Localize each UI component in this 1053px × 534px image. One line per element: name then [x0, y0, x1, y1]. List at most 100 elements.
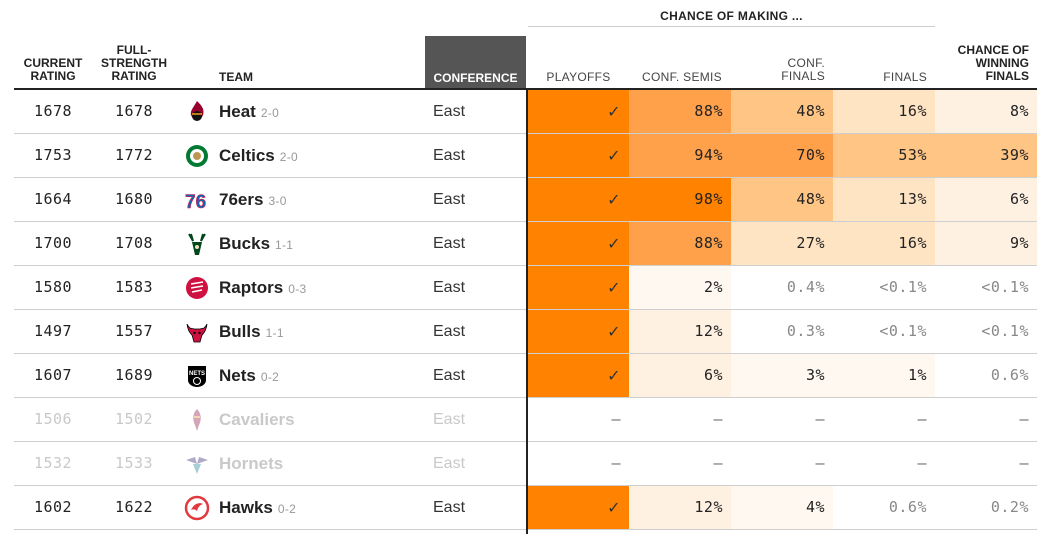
finals-chance: —: [917, 410, 927, 428]
conference-header-bg: [425, 36, 526, 89]
win-finals-chance: 0.6%: [990, 366, 1029, 384]
current-rating: 1532: [33, 454, 73, 472]
team-name-cell[interactable]: Bucks 1-1: [219, 222, 429, 265]
check-icon: ✓: [607, 146, 621, 165]
full-strength-rating: 1583: [114, 278, 154, 296]
conf-finals-header[interactable]: CONF. FINALS: [731, 57, 825, 83]
team-name: Cavaliers: [219, 410, 295, 429]
check-icon: ✓: [607, 278, 621, 297]
current-rating: 1580: [33, 278, 73, 296]
finals-chance: 0.6%: [888, 498, 927, 516]
conf-semis-chance: 94%: [629, 134, 731, 177]
team-record: 3-0: [268, 194, 287, 208]
svg-text:76: 76: [185, 192, 206, 212]
team-name-cell[interactable]: Nets 0-2: [219, 354, 429, 397]
table-row: 1753 1772 Celtics 2-0 East ✓ 94% 70% 53% …: [14, 134, 1037, 178]
conference: East: [433, 103, 466, 120]
finals-chance: 53%: [833, 134, 935, 177]
conference: East: [433, 147, 466, 164]
raptors-logo: [184, 266, 210, 309]
team-name-cell[interactable]: Hornets: [219, 442, 429, 485]
check-icon: ✓: [607, 234, 621, 253]
full-strength-rating: 1533: [114, 454, 154, 472]
conf-finals-chance: 4%: [731, 486, 833, 529]
conference: East: [433, 191, 466, 208]
celtics-logo: [184, 134, 210, 177]
team-name-cell[interactable]: Cavaliers: [219, 398, 429, 441]
heat-logo: [184, 90, 210, 133]
win-finals-chance: 6%: [935, 178, 1037, 221]
svg-text:NETS: NETS: [189, 371, 205, 377]
full-strength-rating: 1502: [114, 410, 154, 428]
team-name-cell[interactable]: Hawks 0-2: [219, 486, 429, 529]
full-strength-rating: 1689: [114, 366, 154, 384]
playoffs-chance: —: [611, 410, 621, 428]
team-name-cell[interactable]: Celtics 2-0: [219, 134, 429, 177]
win-finals-chance: —: [1019, 410, 1029, 428]
team-header[interactable]: TEAM: [219, 70, 253, 84]
playoffs-chance: ✓: [528, 134, 629, 177]
full-strength-rating-header[interactable]: FULL- STRENGTH RATING: [92, 44, 176, 83]
team-record: 0-2: [277, 502, 297, 516]
check-icon: ✓: [607, 366, 621, 385]
full-strength-rating: 1622: [114, 498, 154, 516]
team-name: Bucks: [219, 234, 271, 253]
finals-chance: <0.1%: [879, 322, 927, 340]
conf-finals-chance: —: [815, 454, 825, 472]
team-name-cell[interactable]: Bulls 1-1: [219, 310, 429, 353]
conference: East: [433, 367, 466, 384]
team-name-cell[interactable]: 76ers 3-0: [219, 178, 429, 221]
current-rating: 1664: [33, 190, 73, 208]
full-strength-rating: 1680: [114, 190, 154, 208]
header-rule: [14, 88, 1037, 90]
conf-semis-chance: 88%: [629, 90, 731, 133]
header-line: FINALS: [985, 69, 1029, 83]
playoffs-chance: ✓: [528, 310, 629, 353]
playoffs-header[interactable]: PLAYOFFS: [546, 70, 611, 84]
table-row: 1678 1678 Heat 2-0 East ✓ 88% 48% 16% 8%: [14, 90, 1037, 134]
header-line: RATING: [111, 69, 157, 83]
conference-header[interactable]: CONFERENCE: [433, 71, 518, 85]
win-finals-chance: 0.2%: [990, 498, 1029, 516]
conf-finals-chance: 0.3%: [786, 322, 825, 340]
conf-finals-chance: 48%: [731, 178, 833, 221]
conference: East: [433, 455, 466, 472]
full-strength-rating: 1557: [114, 322, 154, 340]
current-rating: 1497: [33, 322, 73, 340]
current-rating: 1506: [33, 410, 73, 428]
team-record: 1-1: [265, 326, 284, 340]
playoffs-chance: ✓: [528, 354, 629, 397]
team-record: 2-0: [279, 150, 298, 164]
conf-finals-chance: 48%: [731, 90, 833, 133]
finals-chance: 16%: [833, 90, 935, 133]
team-name: Raptors: [219, 278, 284, 297]
table-row: 1664 1680 76 76 76ers 3-0 East ✓ 98% 48% 1…: [14, 178, 1037, 222]
team-record: 0-2: [260, 370, 280, 384]
team-name: Nets: [219, 366, 256, 385]
team-name: Hornets: [219, 454, 284, 473]
current-rating: 1607: [33, 366, 73, 384]
table-row: 1506 1502 Cavaliers East — — — — —: [14, 398, 1037, 442]
conference: East: [433, 411, 466, 428]
full-strength-rating: 1678: [114, 102, 154, 120]
team-record: 0-3: [288, 282, 307, 296]
conf-finals-chance: 70%: [731, 134, 833, 177]
playoffs-chance: ✓: [528, 178, 629, 221]
conf-semis-chance: 98%: [629, 178, 731, 221]
chance-of-making-header: CHANCE OF MAKING ...: [660, 9, 803, 23]
conf-semis-header[interactable]: CONF. SEMIS: [642, 70, 722, 84]
conf-finals-chance: 27%: [731, 222, 833, 265]
table-row: 1497 1557 Bulls 1-1 East ✓ 12% 0.3% <0.1%…: [14, 310, 1037, 354]
win-finals-header[interactable]: CHANCE OF WINNING FINALS: [935, 44, 1029, 83]
team-name-cell[interactable]: Raptors 0-3: [219, 266, 429, 309]
conf-semis-chance: 6%: [629, 354, 731, 397]
current-rating: 1678: [33, 102, 73, 120]
table-row: 1532 1533 Hornets East — — — — —: [14, 442, 1037, 486]
win-finals-chance: 8%: [935, 90, 1037, 133]
header-line: WINNING: [975, 56, 1029, 70]
current-rating-header[interactable]: CURRENT RATING: [14, 57, 92, 83]
team-name-cell[interactable]: Heat 2-0: [219, 90, 429, 133]
finals-header[interactable]: FINALS: [883, 70, 927, 84]
team-name: 76ers: [219, 190, 264, 209]
finals-chance: 1%: [833, 354, 935, 397]
